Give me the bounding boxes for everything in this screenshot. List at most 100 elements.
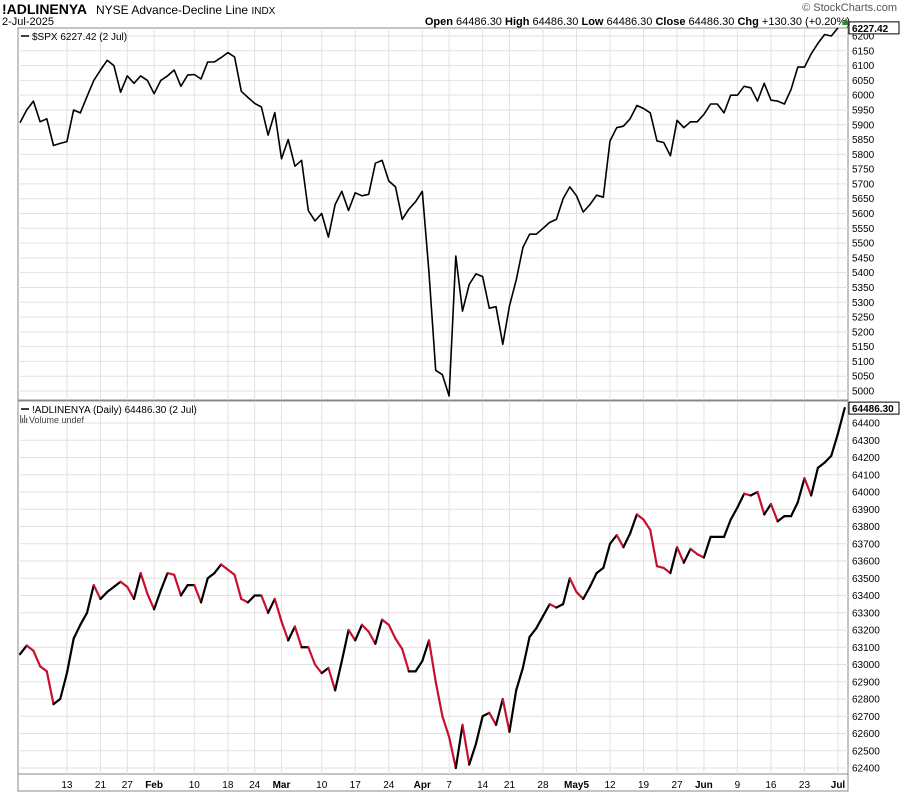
y-tick-label: 64300 [852,436,880,447]
panel-frame-2 [17,400,849,775]
y-tick-label: 5000 [852,387,875,398]
adline-up-segment [421,639,431,663]
adline-up-segment [474,715,484,745]
adline-up-segment [65,637,75,675]
adline-up-segment [99,590,109,601]
x-tick-label: 14 [477,780,489,791]
y-tick-label: 6050 [852,76,875,87]
adline-down-segment [488,711,498,726]
y-tick-label: 5900 [852,120,875,131]
adline-up-segment [535,615,545,630]
adline-down-segment [273,597,283,623]
adline-down-segment [387,623,397,640]
adline-down-segment [548,603,558,609]
chart-date: 2-Jul-2025 [2,16,54,28]
adline-up-segment [320,666,330,675]
adline-up-segment [287,625,297,642]
y-tick-label: 64400 [852,419,880,430]
adline-up-segment [736,492,746,509]
adline-down-segment [655,565,665,570]
y-tick-label: 6000 [852,91,875,102]
adline-down-segment [461,723,471,766]
high-value: 64486.30 [532,16,579,28]
y-tick-label: 5800 [852,150,875,161]
x-tick-label: 13 [61,780,73,791]
adline-down-segment [380,618,390,626]
y-tick-label: 64200 [852,453,880,464]
x-tick-label: Jul [831,780,846,791]
up-arrow-icon [842,18,850,25]
adline-down-segment [448,735,457,770]
x-tick-label: 12 [604,780,616,791]
adline-up-segment [494,697,504,726]
adline-down-segment [615,534,625,549]
legend-label: $SPX 6227.42 (2 Jul) [32,32,127,43]
open-value: 64486.30 [456,16,502,28]
y-tick-label: 64000 [852,488,880,499]
x-tick-label: 19 [638,780,650,791]
adline-up-segment [830,432,840,457]
open-label: Open [424,16,453,28]
adline-down-segment [126,585,136,601]
adline-up-segment [528,627,538,639]
adline-up-segment [789,501,799,518]
close-label: Close [655,16,686,28]
y-tick-label: 63100 [852,643,880,654]
adline-up-segment [334,659,343,692]
y-tick-label: 5850 [852,135,875,146]
x-tick-label: 24 [249,780,261,791]
adline-down-segment [394,637,404,651]
adline-up-segment [588,571,598,588]
adline-down-segment [635,513,645,521]
y-tick-label: 63400 [852,591,880,602]
adline-up-segment [702,535,712,559]
adline-up-segment [85,584,95,614]
adline-down-segment [166,571,176,576]
volume-bars-icon [24,415,26,423]
y-tick-label: 63800 [852,522,880,533]
x-tick-label: Mar [273,780,291,791]
watermark-logo: © StockCharts.com [802,2,897,14]
adline-up-segment [776,515,786,523]
y-tick-label: 5950 [852,105,875,116]
adline-down-segment [39,665,48,673]
adline-up-segment [112,580,122,588]
y-tick-label: 5500 [852,239,875,250]
adline-down-segment [173,573,183,597]
last-value-label: 6227.42 [852,24,889,35]
adline-down-segment [769,502,779,523]
adline-down-segment [360,623,370,633]
adline-down-segment [427,639,437,683]
y-tick-label: 5350 [852,283,875,294]
adline-up-segment [266,597,276,614]
adline-up-segment [59,672,69,701]
adline-down-segment [347,628,357,642]
spx-price-line [19,27,839,397]
y-tick-label: 5650 [852,194,875,205]
adline-down-segment [675,546,685,564]
adline-down-segment [233,573,243,601]
x-tick-label: 23 [799,780,811,791]
adline-up-segment [132,571,142,601]
adline-down-segment [92,584,102,601]
chg-value: +130.30 (+0.20%) [761,16,850,28]
x-tick-label: 16 [765,780,777,791]
x-tick-label: Apr [414,780,431,791]
adline-down-segment [313,663,323,675]
adline-up-segment [481,711,491,718]
adline-up-segment [159,571,169,592]
adline-down-segment [662,566,672,575]
y-tick-label: 5200 [852,327,875,338]
x-tick-label: 18 [222,780,234,791]
adline-down-segment [441,715,451,739]
adline-up-segment [763,502,773,516]
volume-bars-icon [26,418,28,423]
adline-up-segment [374,618,384,645]
adline-up-segment [72,623,82,640]
x-tick-label: 27 [122,780,134,791]
adline-up-segment [823,454,833,464]
adline-up-segment [508,689,518,733]
y-tick-label: 6150 [852,46,875,57]
adline-up-segment [816,461,826,469]
